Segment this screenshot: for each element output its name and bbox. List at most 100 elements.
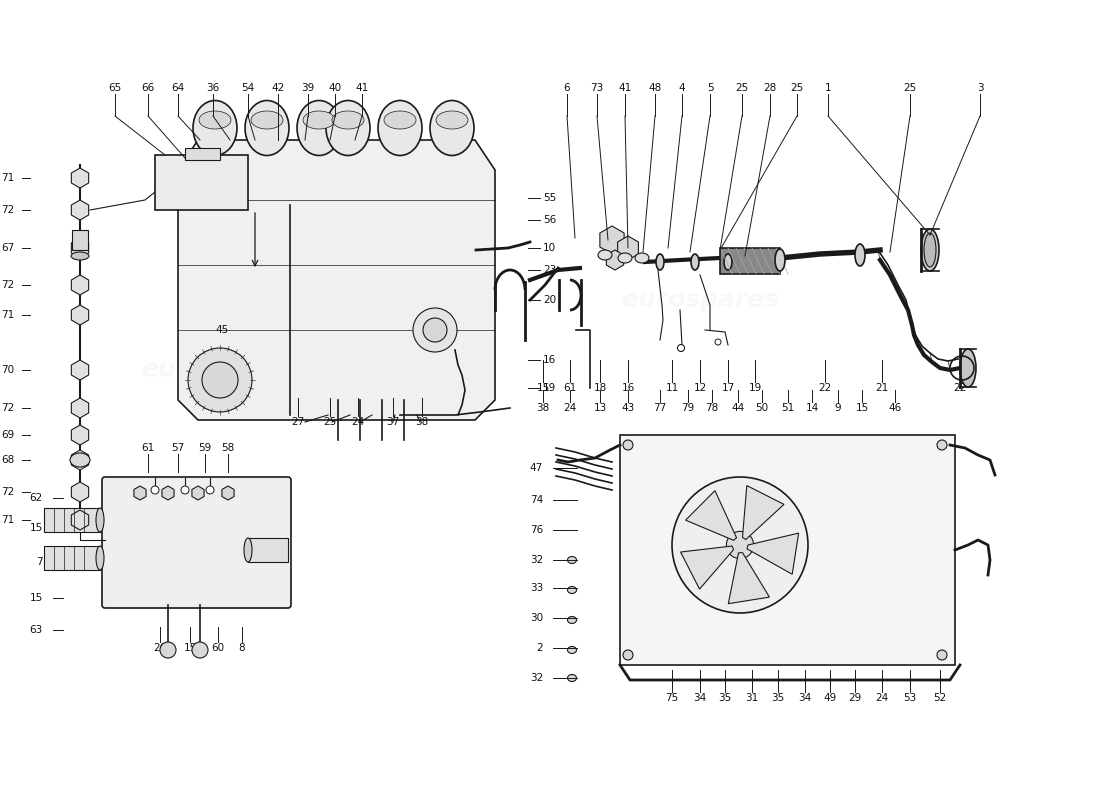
Ellipse shape [568,646,576,654]
Ellipse shape [436,111,468,129]
Text: 57: 57 [172,443,185,453]
Text: 71: 71 [1,515,14,525]
Circle shape [192,642,208,658]
Ellipse shape [70,453,90,467]
Text: 51: 51 [781,403,794,413]
Text: 46: 46 [889,403,902,413]
Circle shape [160,642,176,658]
Text: 44: 44 [732,403,745,413]
Text: 40: 40 [329,83,342,93]
Text: 41: 41 [355,83,368,93]
Text: 24: 24 [876,693,889,703]
Ellipse shape [635,253,649,263]
Text: 72: 72 [1,280,14,290]
Text: 14: 14 [805,403,818,413]
Text: 55: 55 [543,193,557,203]
Ellipse shape [921,229,939,271]
Text: 20: 20 [543,295,557,305]
Text: 2: 2 [537,643,543,653]
Bar [44,546,100,570]
Ellipse shape [598,250,612,260]
Ellipse shape [724,254,732,270]
Circle shape [623,440,632,450]
Ellipse shape [244,538,252,562]
Polygon shape [191,486,205,500]
Polygon shape [222,486,234,500]
Polygon shape [72,168,89,188]
Text: 19: 19 [748,383,761,393]
Ellipse shape [96,508,104,532]
Circle shape [672,477,808,613]
Text: 25: 25 [791,83,804,93]
Text: 73: 73 [591,83,604,93]
Text: 38: 38 [537,403,550,413]
Text: 66: 66 [142,83,155,93]
Text: 42: 42 [272,83,285,93]
Text: 34: 34 [693,693,706,703]
Text: 78: 78 [705,403,718,413]
Text: 68: 68 [1,455,14,465]
Text: 61: 61 [563,383,576,393]
Text: 21: 21 [876,383,889,393]
Text: 8: 8 [239,643,245,653]
Text: 64: 64 [172,83,185,93]
Text: 16: 16 [621,383,635,393]
Text: 41: 41 [618,83,631,93]
Text: 77: 77 [653,403,667,413]
Text: 22: 22 [818,383,832,393]
Text: 76: 76 [530,525,543,535]
Text: 72: 72 [1,487,14,497]
Ellipse shape [568,617,576,623]
Circle shape [412,308,456,352]
Text: 26: 26 [153,643,166,653]
Polygon shape [72,200,89,220]
Circle shape [182,486,189,494]
Polygon shape [72,425,89,445]
Text: 24: 24 [351,417,364,427]
Ellipse shape [924,233,936,267]
Circle shape [726,531,754,558]
Text: 69: 69 [1,430,14,440]
Text: 43: 43 [621,403,635,413]
Polygon shape [728,553,769,604]
Polygon shape [72,238,89,258]
Polygon shape [72,482,89,502]
Text: 45: 45 [216,325,229,335]
Polygon shape [134,486,146,500]
Text: 25: 25 [323,417,337,427]
Ellipse shape [618,253,632,263]
Text: 4: 4 [679,83,685,93]
Text: 29: 29 [848,693,861,703]
Text: 31: 31 [746,693,759,703]
Text: 39: 39 [301,83,315,93]
Text: 15: 15 [184,643,197,653]
Text: 74: 74 [530,495,543,505]
Text: 34: 34 [799,693,812,703]
Ellipse shape [960,349,976,387]
Text: 5: 5 [706,83,713,93]
Polygon shape [155,155,248,210]
Circle shape [151,486,160,494]
Text: eurospares: eurospares [620,568,779,592]
Text: 30: 30 [530,613,543,623]
Text: 35: 35 [771,693,784,703]
Text: 50: 50 [756,403,769,413]
Text: 15: 15 [537,383,550,393]
Text: 32: 32 [530,673,543,683]
Polygon shape [747,533,799,574]
Ellipse shape [656,254,664,270]
Ellipse shape [378,101,422,155]
Ellipse shape [568,586,576,594]
Text: 75: 75 [666,693,679,703]
Ellipse shape [245,101,289,155]
Polygon shape [617,236,638,260]
Text: 6: 6 [563,83,570,93]
Ellipse shape [568,674,576,682]
Ellipse shape [384,111,416,129]
Text: 7: 7 [36,557,43,567]
Text: 13: 13 [593,403,606,413]
Text: 18: 18 [593,383,606,393]
Polygon shape [72,275,89,295]
Polygon shape [72,398,89,418]
Ellipse shape [302,111,336,129]
